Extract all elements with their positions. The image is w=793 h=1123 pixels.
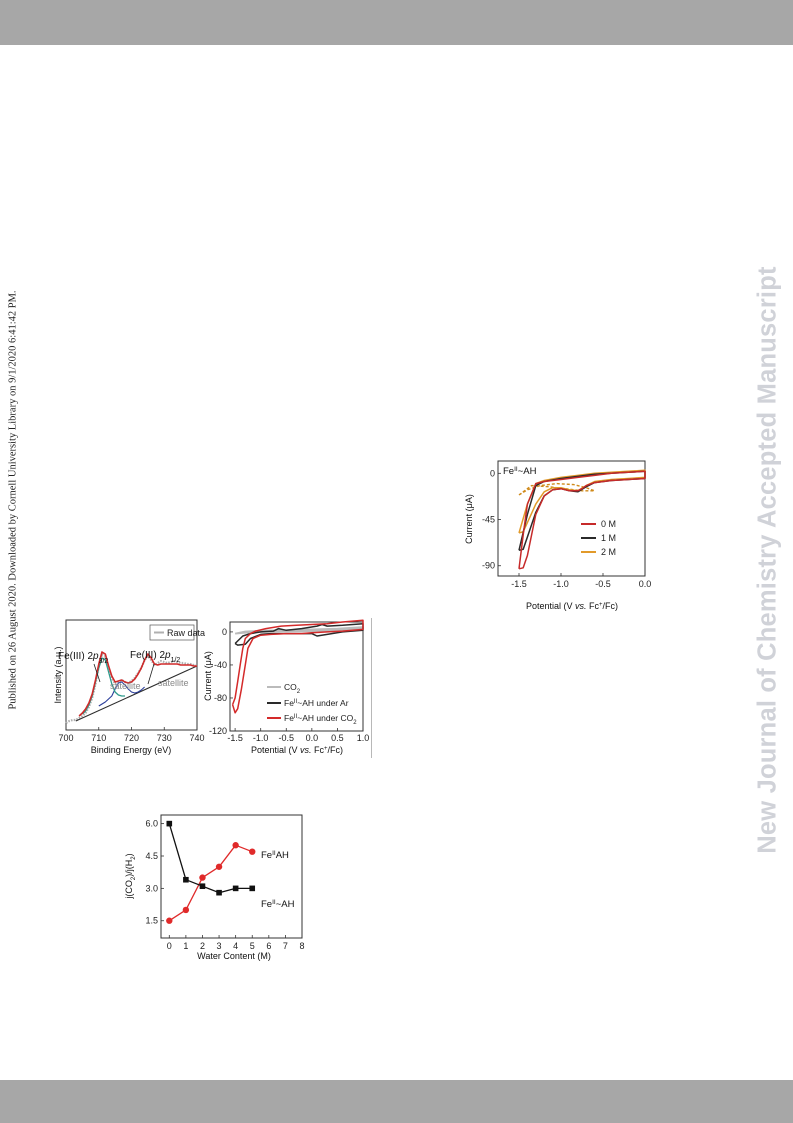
cv1-xtick-label: -0.5 (279, 733, 295, 743)
cv1-ytick-label: -120 (209, 726, 227, 736)
cv1-plot-frame (229, 621, 364, 732)
ratio-point-1 (216, 889, 222, 896)
ratio-xlabel: Water Content (M) (197, 951, 271, 961)
xps-xtick-label: 700 (58, 733, 73, 743)
cv2-xlabel: Potential (V vs. Fc+/Fc) (526, 601, 618, 611)
xps-xtick-label: 730 (157, 733, 172, 743)
cv1-ytick-label: 0 (222, 627, 227, 637)
journal-watermark-text: New Journal of Chemistry Accepted Manusc… (753, 266, 782, 854)
ratio-point-0 (182, 906, 190, 914)
cv2-legend-2m: 2 M (601, 547, 616, 557)
ratio-label-feii-ah: FeII~AH (261, 899, 295, 911)
cv1-xtick-label: 1.0 (357, 733, 370, 743)
ratio-ytick-label: 3.0 (145, 883, 158, 893)
ratio-point-0 (199, 874, 206, 881)
cv-ar-co2-chart: -1.5 -1.0 -0.5 0.0 0.5 1.0 0 -40 -80 -120 CO2 FeI… (203, 618, 372, 758)
cv1-ytick-label: -80 (214, 693, 227, 703)
cv2-plot-frame (497, 460, 646, 577)
cv1-ylabel: Current (μA) (203, 651, 213, 701)
cv1-legend-ar: FeII~AH under Ar (284, 698, 349, 708)
publication-notice: Published on 26 August 2020. Downloaded … (0, 0, 26, 1123)
ratio-label-feiiah: FeIIAH (261, 850, 289, 862)
cv1-series-line-2 (231, 619, 364, 714)
xps-background-line (75, 665, 198, 722)
journal-watermark: New Journal of Chemistry Accepted Manusc… (748, 0, 788, 1123)
xps-legend: Raw data (149, 624, 205, 641)
cv1-legend-co2: CO2 (284, 682, 301, 695)
xps-envelope-line (78, 651, 197, 717)
ratio-series-line-1 (168, 823, 253, 894)
header-bar (0, 0, 793, 45)
ratio-point-1 (249, 885, 256, 892)
cv1-series-line-1 (234, 622, 364, 646)
cv1-legend-co2-atm: FeII~AH under CO2 (284, 713, 357, 726)
cv1-xlabel: Potential (V vs. Fc+/Fc) (251, 745, 343, 755)
ratio-xtick-label: 3 (217, 941, 222, 951)
xps-xtick-label: 710 (91, 733, 106, 743)
ratio-ytick-label: 1.5 (145, 916, 158, 926)
xps-spectrum-chart: 700 710 720 730 740 Raw data Fe(III) 2p3/2 F… (53, 619, 205, 755)
ratio-point-1 (183, 876, 189, 883)
cv2-ylabel: Current (μA) (464, 494, 474, 544)
cv1-xtick-label: -1.5 (227, 733, 243, 743)
cv2-xtick-label: -1.0 (553, 579, 569, 589)
xps-legend-raw-data: Raw data (167, 628, 205, 638)
ratio-point-1 (166, 820, 173, 827)
ratio-point-1 (199, 883, 206, 890)
cv2-ytick-label: 0 (490, 468, 495, 478)
xps-annotation-fe-2p32: Fe(III) 2p3/2 (58, 651, 108, 665)
ratio-xtick-label: 7 (283, 941, 288, 951)
ratio-ylabel: j(CO2)/j(H2) (124, 853, 137, 899)
ratio-point-0 (249, 848, 256, 855)
xps-annotation-fe-2p12: Fe(III) 2p1/2 (130, 650, 180, 664)
xps-xtick-label: 740 (189, 733, 204, 743)
ratio-ytick-label: 6.0 (145, 819, 158, 829)
ratio-plot-frame (160, 814, 303, 939)
footer-bar (0, 1080, 793, 1123)
ratio-xtick-label: 5 (250, 941, 255, 951)
cv2-legend-0m: 0 M (601, 519, 616, 529)
xps-arrow-2 (147, 663, 155, 685)
publication-notice-text: Published on 26 August 2020. Downloaded … (7, 290, 19, 710)
cv2-xtick-label: -0.5 (595, 579, 611, 589)
ratio-series-line-0 (168, 844, 253, 922)
ratio-xtick-label: 4 (233, 941, 238, 951)
xps-ylabel: Intensity (a.u.) (53, 646, 63, 703)
xps-arrow-1 (93, 663, 101, 683)
xps-xlabel: Binding Energy (eV) (91, 745, 172, 755)
cv2-ytick-label: -90 (482, 561, 495, 571)
cv1-legend: CO2 FeII~AH under Ar FeII~AH under CO2 (267, 682, 357, 726)
ratio-point-0 (215, 863, 223, 870)
ratio-point-1 (232, 885, 239, 892)
cv1-ytick-label: -40 (214, 660, 227, 670)
cv2-series-line-2 (518, 470, 646, 570)
ratio-point-0 (232, 842, 239, 849)
ratio-xtick-label: 6 (266, 941, 271, 951)
cv1-xtick-label: 0.5 (331, 733, 344, 743)
ratio-xtick-label: 0 (167, 941, 172, 951)
cv2-legend-1m: 1 M (601, 533, 616, 543)
cv1-xtick-label: -1.0 (253, 733, 269, 743)
cv2-xtick-label: 0.0 (639, 579, 652, 589)
xps-peak2-line (98, 681, 145, 707)
xps-annotation-satellite-1: satellite (110, 681, 141, 691)
cv2-ytick-label: -45 (482, 515, 495, 525)
cv2-dashed-line (518, 482, 596, 496)
xps-xtick-label: 720 (124, 733, 139, 743)
cv2-xtick-label: -1.5 (511, 579, 527, 589)
cv2-series-line-0 (518, 469, 646, 534)
xps-annotation-satellite-2: satellite (158, 678, 189, 688)
ratio-xtick-label: 8 (299, 941, 304, 951)
cv1-xtick-label: 0.0 (306, 733, 319, 743)
ratio-xtick-label: 2 (200, 941, 205, 951)
cv-water-content-chart: -1.5 -1.0 -0.5 0.0 0 -45 -90 FeII~AH 0 M 1 M 2… (464, 460, 652, 611)
cv2-legend: 0 M 1 M 2 M (581, 519, 616, 557)
ratio-point-0 (166, 917, 173, 924)
cv2-panel-label: FeII~AH (503, 466, 537, 478)
ratio-ytick-label: 4.5 (145, 851, 158, 861)
ratio-xtick-label: 1 (183, 941, 188, 951)
selectivity-ratio-chart: 0 1 2 3 4 5 6 7 8 1.5 3.0 4.5 6.0 FeIIAH FeII~AH j(C… (124, 814, 305, 961)
